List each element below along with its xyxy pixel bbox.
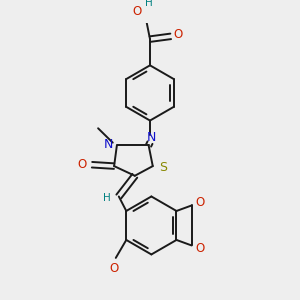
Text: N: N: [147, 131, 156, 144]
Text: O: O: [196, 196, 205, 208]
Text: S: S: [159, 161, 167, 174]
Text: O: O: [78, 158, 87, 171]
Text: H: H: [145, 0, 152, 8]
Text: O: O: [196, 242, 205, 255]
Text: O: O: [132, 5, 142, 18]
Text: N: N: [103, 137, 113, 151]
Text: O: O: [110, 262, 119, 275]
Text: H: H: [103, 193, 111, 203]
Text: O: O: [174, 28, 183, 41]
